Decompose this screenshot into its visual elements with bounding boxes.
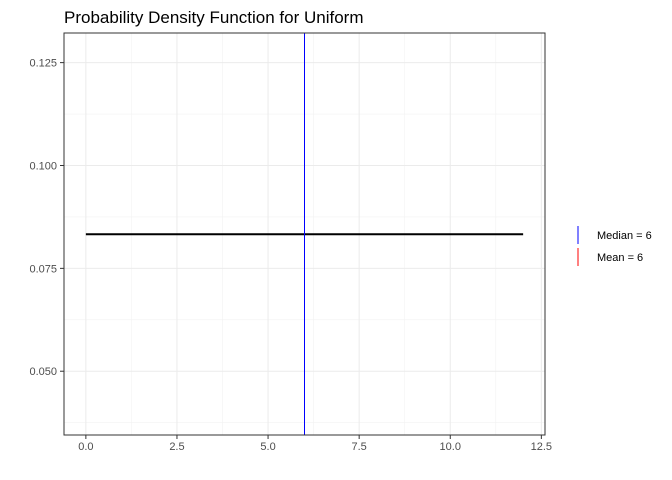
y-tick-label: 0.075 <box>29 263 57 275</box>
plot-panel-border <box>63 32 546 436</box>
y-tick-label: 0.125 <box>29 58 57 70</box>
x-tick-label: 12.5 <box>531 441 552 453</box>
legend: Median = 6 Mean = 6 <box>577 226 652 266</box>
x-tick-label: 7.5 <box>352 441 367 453</box>
y-tick-label: 0.050 <box>29 366 57 378</box>
x-tick-label: 0.0 <box>78 441 93 453</box>
x-tick-label: 2.5 <box>169 441 184 453</box>
legend-label-mean: Mean = 6 <box>597 252 643 264</box>
x-tick-label: 10.0 <box>440 441 461 453</box>
axes: 0.0 2.5 5.0 7.5 10.0 12.5 0.050 0.075 0.100 0.125 <box>29 58 552 453</box>
legend-label-median: Median = 6 <box>597 230 652 242</box>
x-tick-label: 5.0 <box>260 441 275 453</box>
data-layer <box>85 33 524 435</box>
y-tick-label: 0.100 <box>29 160 57 172</box>
chart-title: Probability Density Function for Uniform <box>64 8 364 27</box>
